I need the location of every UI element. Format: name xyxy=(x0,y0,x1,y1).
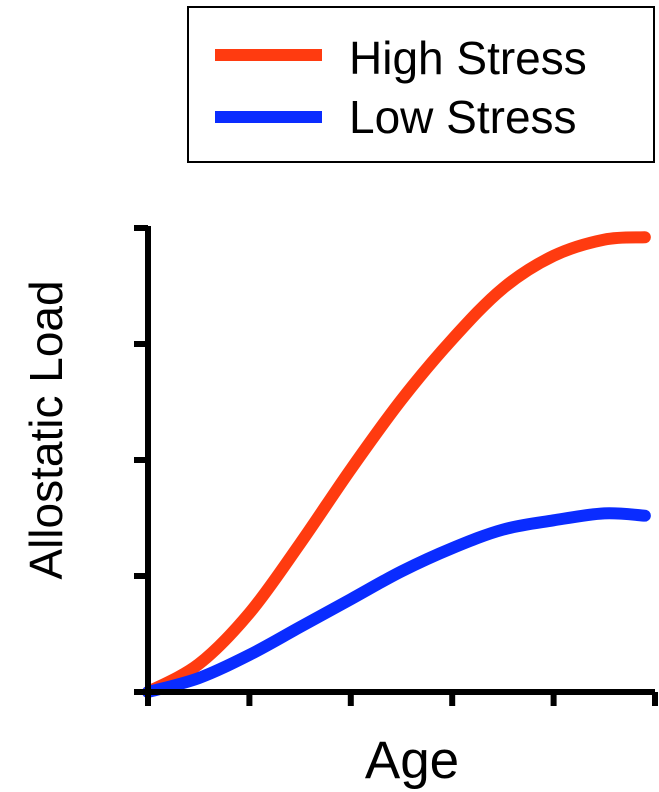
plot-area xyxy=(134,225,658,706)
legend-label-low-stress: Low Stress xyxy=(349,91,577,143)
series-line-high-stress xyxy=(142,231,651,698)
legend-box xyxy=(187,6,655,163)
series-layer xyxy=(142,231,651,698)
x-axis-label: Age xyxy=(365,731,459,790)
legend: High Stress Low Stress xyxy=(187,6,655,163)
y-axis-label: Allostatic Load xyxy=(20,280,72,579)
series-line-low-stress xyxy=(142,507,651,698)
axes-layer xyxy=(134,225,658,706)
legend-label-high-stress: High Stress xyxy=(349,32,587,84)
